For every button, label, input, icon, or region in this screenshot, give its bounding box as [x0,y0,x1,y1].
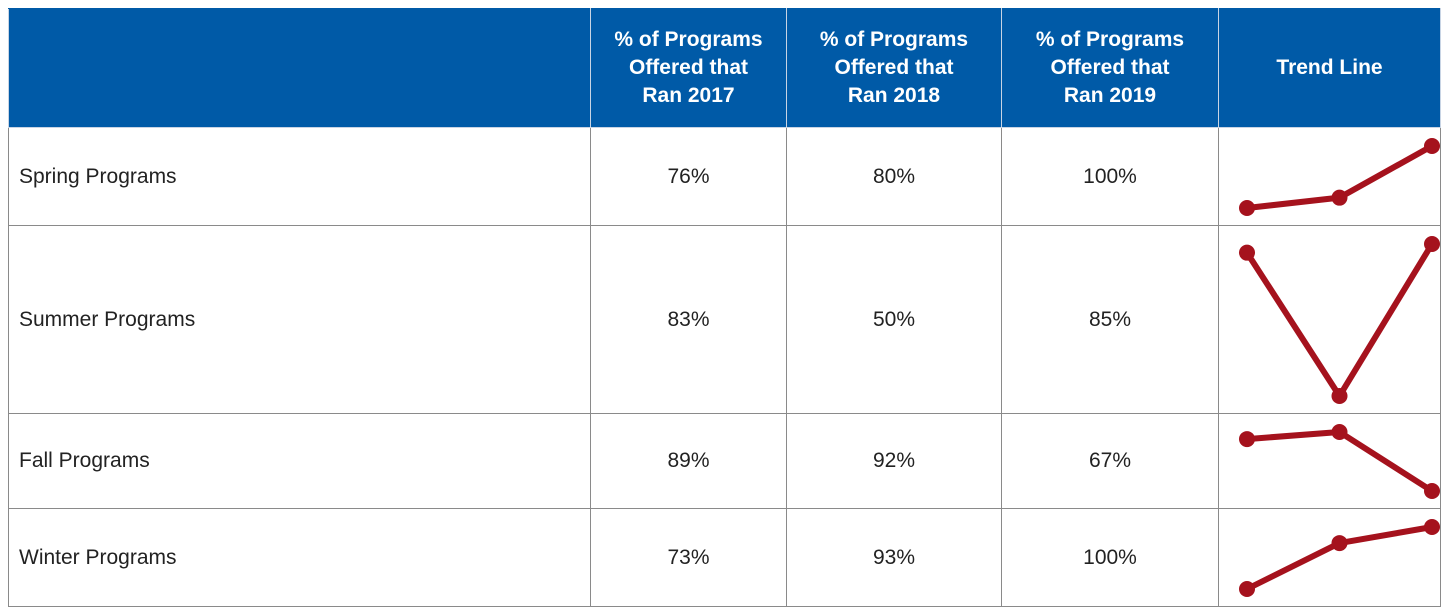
trend-cell [1218,225,1441,414]
trend-point [1424,138,1440,154]
table-wrap: % of Programs Offered that Ran 2017 % of … [8,8,1441,607]
value-cell: 80% [786,127,1002,226]
trend-point [1239,200,1255,216]
header-text: % of Programs Offered that Ran 2017 [614,28,763,107]
trend-point [1424,236,1440,252]
header-text: % of Programs Offered that Ran 2018 [819,28,969,107]
row-label: Summer Programs [8,225,591,414]
header-cell: % of Programs Offered that Ran 2019 [1001,8,1219,128]
row-label: Winter Programs [8,508,591,607]
trend-point [1239,581,1255,597]
programs-table: % of Programs Offered that Ran 2017 % of … [8,8,1441,607]
row-label: Fall Programs [8,413,591,509]
value-cell: 89% [590,413,787,509]
header-text: Trend Line [1276,56,1383,79]
table-row: Spring Programs 76% 80% 100% [8,127,1441,226]
table-row: Summer Programs 83% 50% 85% [8,225,1441,414]
value-cell: 92% [786,413,1002,509]
trend-point [1331,189,1348,206]
sparkline [1239,236,1440,404]
trend-point [1424,483,1440,499]
trend-point [1239,431,1255,448]
sparkline [1239,424,1440,499]
value-cell: 83% [590,225,787,414]
header-text: % of Programs Offered that Ran 2019 [1035,28,1185,107]
header-cell [8,8,591,128]
table-body: Spring Programs 76% 80% 100% Summer Programs… [8,127,1441,607]
trend-point [1424,519,1440,535]
trend-line [1244,242,1435,399]
header-row: % of Programs Offered that Ran 2017 % of … [8,8,1441,128]
header-cell: % of Programs Offered that Ran 2018 [786,8,1002,128]
value-cell: 93% [786,508,1002,607]
trend-point [1331,388,1348,404]
value-cell: 100% [1001,127,1219,226]
trend-line [1246,429,1434,494]
trend-cell [1218,413,1441,509]
header-cell: % of Programs Offered that Ran 2017 [590,8,787,128]
value-cell: 50% [786,225,1002,414]
table-row: Winter Programs 73% 93% 100% [8,508,1441,607]
header-cell: Trend Line [1218,8,1441,128]
trend-point [1239,244,1255,261]
sparkline [1239,138,1440,216]
value-cell: 67% [1001,413,1219,509]
value-cell: 73% [590,508,787,607]
trend-cell [1218,127,1441,226]
row-label: Spring Programs [8,127,591,226]
value-cell: 76% [590,127,787,226]
value-cell: 100% [1001,508,1219,607]
value-cell: 85% [1001,225,1219,414]
sparkline [1239,519,1440,597]
table-row: Fall Programs 89% 92% 67% [8,413,1441,509]
trend-point [1331,424,1348,440]
trend-cell [1218,508,1441,607]
trend-point [1331,535,1348,552]
